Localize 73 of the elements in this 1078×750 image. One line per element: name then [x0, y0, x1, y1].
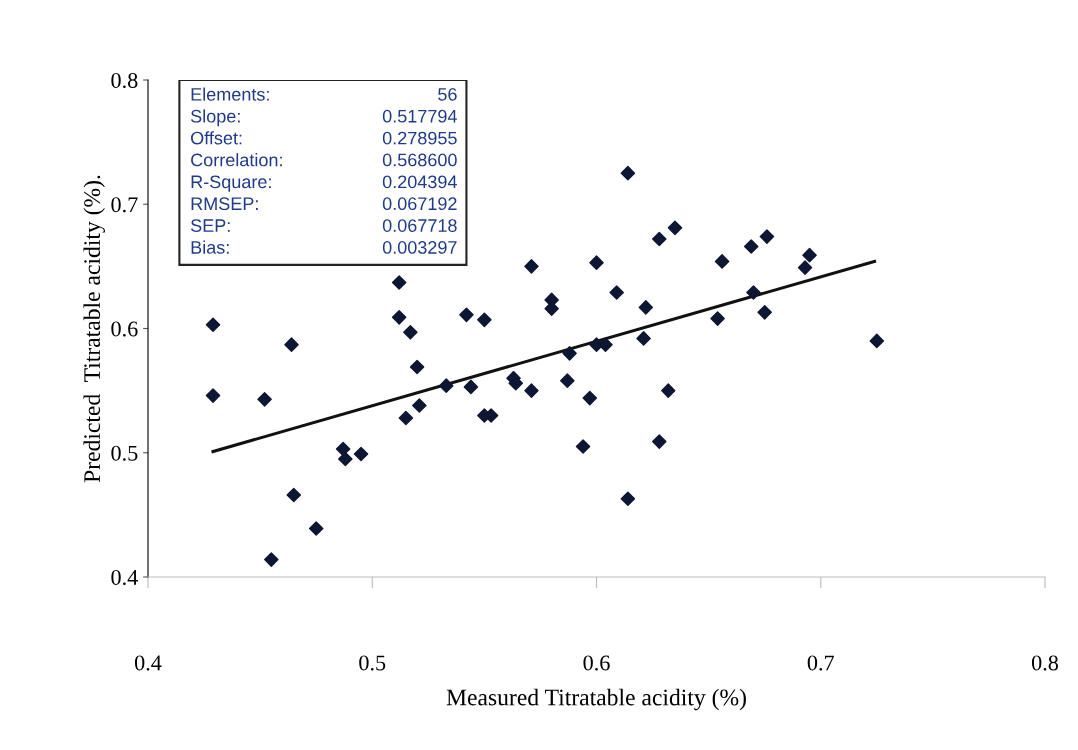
point: [638, 300, 654, 315]
point: [524, 259, 539, 274]
point: [869, 333, 885, 349]
y-tick-label: 0.5: [111, 445, 138, 461]
point: [438, 378, 454, 393]
annotation: 0.278955: [382, 131, 457, 145]
point: [338, 451, 353, 467]
annotation: Correlation:: [191, 153, 282, 167]
point: [398, 410, 414, 426]
point: [477, 312, 492, 328]
point: [582, 390, 598, 406]
annotation: 0.204394: [382, 175, 457, 189]
annotation: SEP:: [190, 219, 230, 232]
annotation: Bias:: [191, 240, 229, 254]
annotation: 56: [438, 87, 457, 101]
point: [620, 491, 636, 507]
annotation: RMSEP:: [191, 197, 258, 211]
point: [667, 220, 683, 236]
point: [636, 331, 651, 346]
x-tick-label: 0.8: [1031, 655, 1059, 671]
y-tick-label: 0.4: [111, 569, 138, 586]
x-tick-label: 0.7: [807, 655, 834, 671]
y-tick-label: 0.6: [111, 321, 138, 337]
point: [459, 307, 474, 323]
annotation: 0.067192: [382, 197, 457, 211]
y-tick-label: 0.7: [111, 197, 138, 213]
y-axis-title: Predicted Titratable acidity (%).: [83, 175, 105, 483]
y-tick-label: 0.8: [111, 72, 138, 89]
point: [524, 383, 539, 398]
point: [609, 285, 624, 300]
point: [409, 359, 425, 375]
annotation: Elements:: [191, 87, 269, 101]
point: [205, 388, 221, 403]
point: [757, 305, 772, 320]
x-tick-label: 0.4: [134, 655, 162, 671]
point: [308, 521, 324, 536]
annotation: R-Square:: [191, 175, 271, 192]
point: [620, 165, 636, 181]
point: [257, 392, 272, 407]
annotation: Offset:: [191, 131, 242, 145]
point: [264, 552, 279, 567]
point: [335, 441, 351, 457]
point: [353, 446, 369, 462]
annotation: 0.067718: [382, 219, 457, 232]
point: [562, 346, 577, 361]
point: [391, 310, 407, 325]
point: [205, 317, 221, 333]
point: [743, 239, 759, 254]
point: [652, 434, 667, 449]
point: [403, 324, 418, 340]
point: [412, 398, 427, 413]
point: [802, 247, 817, 263]
point: [710, 311, 725, 326]
point: [589, 255, 604, 270]
point: [391, 275, 407, 290]
point: [560, 373, 575, 388]
point: [652, 231, 667, 247]
point: [575, 439, 591, 454]
x-axis-title: Measured Titratable acidity (%): [446, 688, 746, 711]
annotation: 0.003297: [382, 241, 457, 254]
point: [284, 337, 299, 352]
annotation: Slope:: [190, 109, 240, 127]
point: [759, 229, 775, 244]
point: [714, 254, 730, 269]
annotation: 0.568600: [382, 153, 457, 167]
point: [797, 260, 813, 275]
point: [660, 383, 676, 398]
point: [463, 379, 479, 395]
x-tick-label: 0.6: [583, 655, 610, 671]
point: [286, 487, 302, 503]
annotation: 0.517794: [382, 109, 457, 123]
point: [746, 285, 761, 300]
x-tick-label: 0.5: [359, 655, 386, 671]
